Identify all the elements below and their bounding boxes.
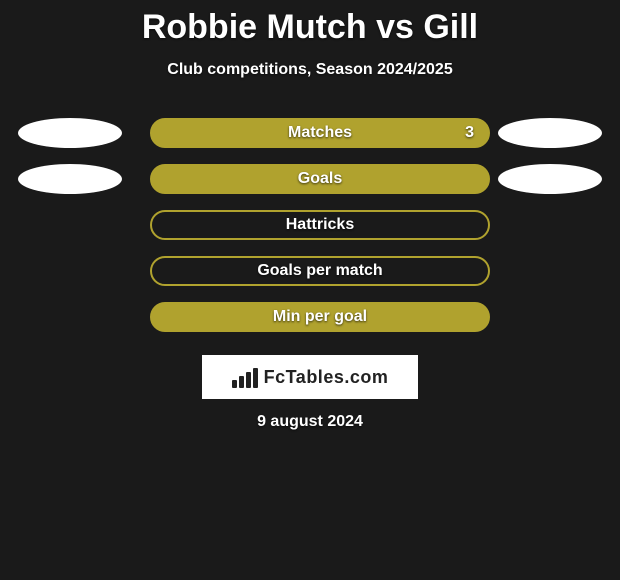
left-ellipse: [18, 164, 122, 194]
logo-text: FcTables.com: [264, 367, 389, 388]
stat-row-hattricks: Hattricks: [10, 209, 610, 241]
stat-pill: Hattricks: [150, 210, 490, 240]
stat-pill: Min per goal: [150, 302, 490, 332]
left-ellipse: [18, 118, 122, 148]
player2-name: Gill: [423, 8, 478, 46]
subtitle: Club competitions, Season 2024/2025: [0, 61, 620, 79]
stat-label: Goals: [298, 170, 342, 188]
stat-label: Hattricks: [286, 216, 354, 234]
stat-row-goals: Goals: [10, 163, 610, 195]
stat-label: Min per goal: [273, 308, 367, 326]
stat-pill: Matches 3: [150, 118, 490, 148]
logo-box: FcTables.com: [202, 355, 418, 399]
stat-row-mpg: Min per goal: [10, 301, 610, 333]
stat-pill: Goals per match: [150, 256, 490, 286]
stat-label: Goals per match: [257, 262, 382, 280]
stat-row-matches: Matches 3: [10, 117, 610, 149]
right-ellipse: [498, 164, 602, 194]
stats-rows: Matches 3 Goals Hattricks Goals per matc…: [0, 117, 620, 333]
date-text: 9 august 2024: [0, 413, 620, 431]
player1-name: Robbie Mutch: [142, 8, 367, 46]
stat-row-gpm: Goals per match: [10, 255, 610, 287]
vs-text: vs: [376, 8, 414, 46]
bar-chart-icon: [232, 366, 258, 388]
page-title: Robbie Mutch vs Gill: [0, 0, 620, 47]
stat-pill: Goals: [150, 164, 490, 194]
right-ellipse: [498, 118, 602, 148]
stat-label: Matches: [288, 124, 352, 142]
stat-value: 3: [465, 124, 474, 142]
